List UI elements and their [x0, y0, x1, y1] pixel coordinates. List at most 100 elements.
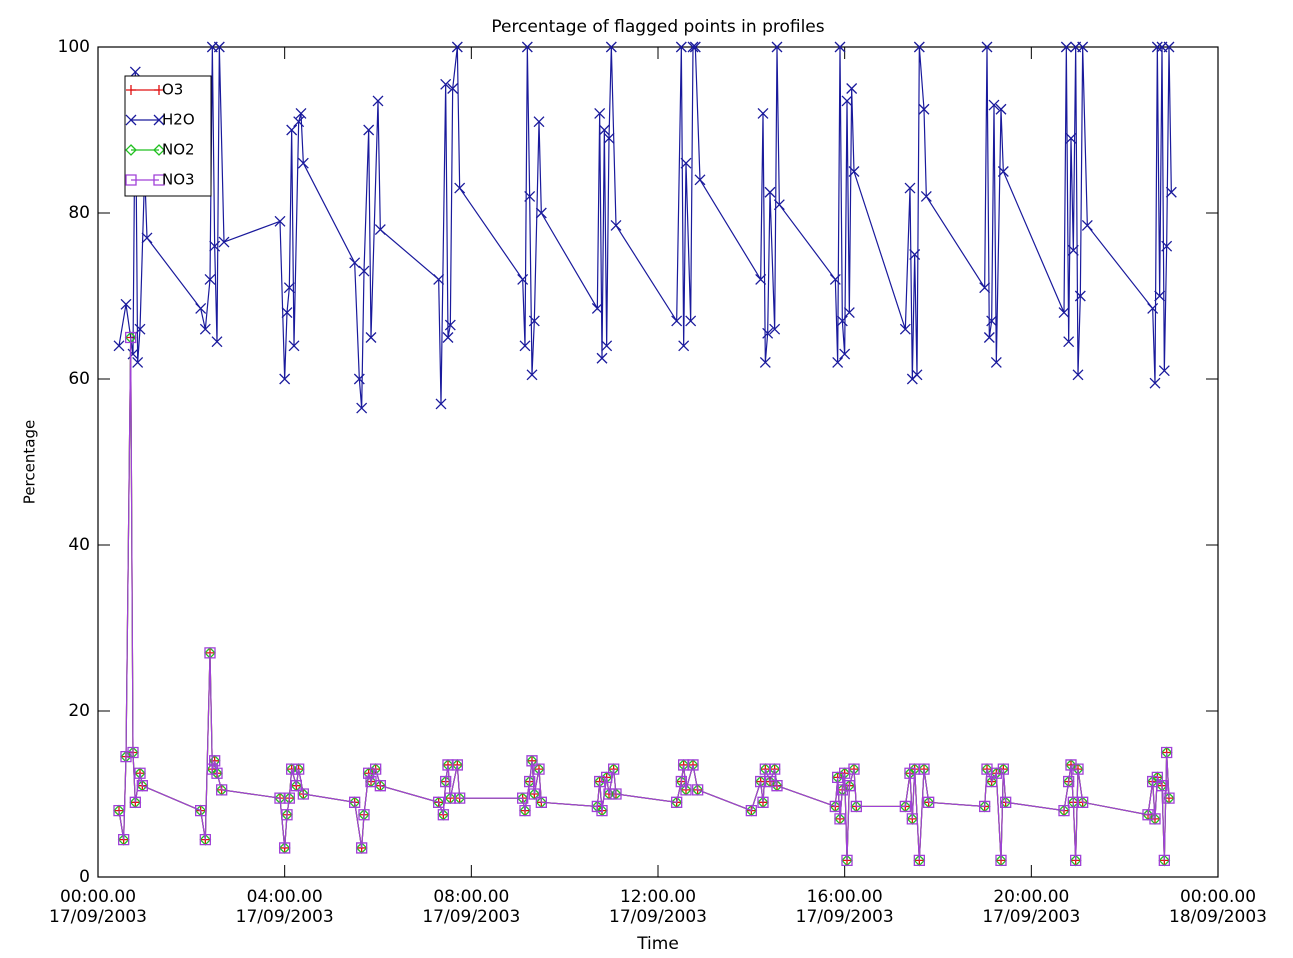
marker [1063, 775, 1075, 788]
marker [678, 340, 690, 352]
marker [909, 249, 921, 260]
marker [1158, 854, 1170, 867]
marker [745, 804, 757, 817]
x-tick-label: 00:00.00 17/09/2003 [49, 887, 147, 927]
marker [153, 174, 165, 186]
marker [610, 219, 622, 231]
marker [904, 182, 916, 194]
marker [213, 41, 225, 53]
y-tick-label: 80 [68, 203, 90, 223]
marker [762, 327, 774, 339]
marker [771, 41, 783, 53]
marker [1154, 290, 1166, 302]
marker [126, 85, 136, 95]
marker [769, 323, 781, 335]
marker [829, 800, 841, 813]
marker [834, 41, 846, 53]
marker [153, 144, 165, 156]
marker [1077, 41, 1089, 53]
marker [195, 302, 207, 314]
marker [836, 315, 848, 327]
marker [374, 224, 386, 236]
marker [694, 174, 706, 186]
marker [535, 796, 547, 808]
data-line [118, 46, 1172, 409]
marker [281, 809, 293, 821]
marker [1065, 759, 1077, 771]
marker [195, 804, 207, 817]
marker [843, 780, 855, 792]
marker [671, 796, 683, 808]
legend-label: O3 [162, 81, 183, 99]
marker [675, 775, 687, 788]
marker [358, 809, 370, 821]
marker [1163, 792, 1175, 804]
marker [290, 780, 302, 792]
data-line [118, 337, 1170, 861]
marker [603, 132, 615, 144]
marker [279, 842, 291, 854]
marker [899, 800, 911, 813]
marker [442, 332, 454, 343]
marker [848, 166, 860, 177]
marker [533, 763, 545, 775]
marker [297, 157, 309, 169]
marker [598, 124, 610, 136]
marker [692, 784, 704, 796]
marker [1077, 796, 1089, 808]
marker [920, 190, 932, 202]
marker [1072, 763, 1084, 775]
marker [1060, 41, 1072, 53]
marker [297, 788, 309, 800]
legend-label: NO2 [162, 141, 195, 159]
marker [521, 41, 533, 53]
marker [759, 356, 771, 368]
marker [596, 804, 608, 817]
marker [1149, 377, 1161, 389]
marker [899, 323, 911, 335]
marker [829, 273, 841, 285]
y-tick-label: 0 [79, 867, 90, 887]
marker [848, 763, 860, 775]
marker [295, 107, 307, 119]
marker [286, 124, 298, 136]
marker [353, 373, 365, 385]
x-axis-label: Time [636, 934, 679, 954]
marker [134, 767, 146, 779]
x-tick-label: 00:00.00 18/09/2003 [1169, 887, 1267, 927]
marker [526, 755, 538, 767]
marker [132, 356, 144, 368]
marker [1058, 804, 1070, 817]
marker [608, 763, 620, 775]
marker [204, 647, 216, 659]
marker [687, 41, 699, 53]
marker [671, 315, 683, 327]
marker [979, 800, 991, 813]
marker [363, 124, 375, 136]
marker [764, 186, 776, 198]
x-tick-label: 04:00.00 17/09/2003 [236, 887, 334, 927]
marker [764, 775, 776, 788]
marker [535, 207, 547, 219]
marker [120, 298, 132, 310]
marker [755, 273, 767, 285]
marker [454, 182, 466, 194]
y-tick-label: 60 [68, 369, 90, 389]
marker [979, 282, 991, 294]
marker [372, 95, 384, 107]
marker [211, 767, 223, 779]
marker [517, 273, 529, 285]
marker [983, 332, 995, 343]
marker [206, 763, 218, 775]
marker [365, 332, 377, 343]
marker [1070, 854, 1082, 867]
marker [283, 282, 295, 294]
marker [440, 78, 452, 90]
x-tick-label: 20:00.00 17/09/2003 [982, 887, 1080, 927]
marker [757, 107, 769, 119]
marker [911, 369, 923, 381]
marker [832, 356, 844, 368]
marker [209, 240, 221, 252]
marker [528, 788, 540, 800]
